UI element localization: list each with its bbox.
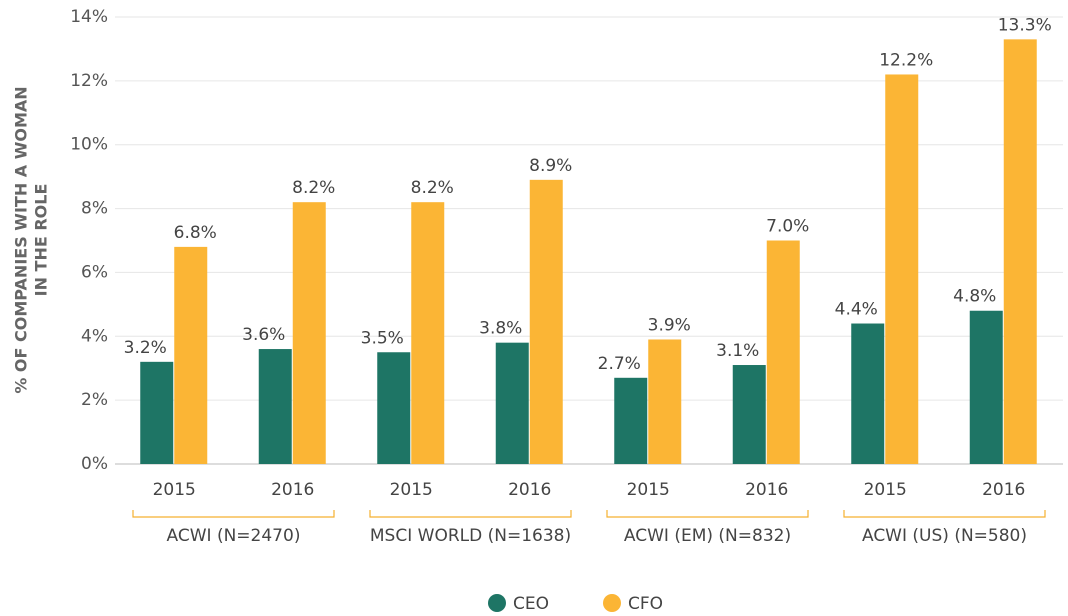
group-bracket <box>132 510 335 518</box>
bar <box>1003 39 1037 464</box>
bar <box>732 365 766 464</box>
legend-label: CEO <box>513 594 549 614</box>
bar <box>377 352 411 464</box>
group-label: ACWI (EM) (N=832) <box>624 526 791 546</box>
value-label: 8.9% <box>529 156 572 176</box>
y-tick-label: 4% <box>81 326 108 346</box>
x-tick-label: 2016 <box>745 480 788 500</box>
value-label: 7.0% <box>766 217 809 237</box>
y-tick-label: 10% <box>70 135 108 155</box>
bar <box>411 202 445 464</box>
x-tick-label: 2015 <box>627 480 670 500</box>
group-label: MSCI WORLD (N=1638) <box>370 526 571 546</box>
group-bracket <box>843 510 1046 518</box>
group-label: ACWI (N=2470) <box>167 526 301 546</box>
value-label: 3.8% <box>479 319 522 339</box>
bar <box>258 349 292 464</box>
bar <box>495 342 529 464</box>
x-tick-label: 2015 <box>390 480 433 500</box>
y-tick-label: 12% <box>70 71 108 91</box>
value-label: 3.5% <box>361 328 404 348</box>
y-tick-label: 0% <box>81 454 108 474</box>
legend-swatch <box>603 594 621 612</box>
bar <box>140 361 174 464</box>
value-label: 4.8% <box>953 287 996 307</box>
y-tick-label: 8% <box>81 199 108 219</box>
x-tick-label: 2015 <box>864 480 907 500</box>
legend-label: CFO <box>628 594 663 614</box>
bar <box>766 240 800 464</box>
bar <box>969 310 1003 464</box>
value-label: 8.2% <box>411 178 454 198</box>
value-label: 3.9% <box>648 315 691 335</box>
bar <box>648 339 682 464</box>
x-tick-label: 2016 <box>271 480 314 500</box>
y-tick-label: 14% <box>70 7 108 27</box>
value-label: 3.6% <box>242 325 285 345</box>
value-label: 3.1% <box>716 341 759 361</box>
value-label: 2.7% <box>598 354 641 374</box>
y-tick-label: 2% <box>81 390 108 410</box>
bar <box>851 323 885 464</box>
y-axis-label: % OF COMPANIES WITH A WOMAN <box>12 86 31 393</box>
x-tick-label: 2016 <box>982 480 1025 500</box>
group-bracket <box>606 510 809 518</box>
bar <box>885 74 919 464</box>
bar <box>614 377 648 464</box>
group-label: ACWI (US) (N=580) <box>862 526 1027 546</box>
bar <box>529 179 563 465</box>
y-tick-label: 6% <box>81 262 108 282</box>
legend-swatch <box>488 594 506 612</box>
y-axis-label: IN THE ROLE <box>32 184 51 297</box>
bar <box>174 246 208 464</box>
value-label: 6.8% <box>174 223 217 243</box>
value-label: 8.2% <box>292 178 335 198</box>
bar <box>292 202 326 464</box>
value-label: 13.3% <box>998 15 1052 35</box>
group-bracket <box>369 510 572 518</box>
value-label: 12.2% <box>879 50 933 70</box>
x-tick-label: 2016 <box>508 480 551 500</box>
value-label: 3.2% <box>124 338 167 358</box>
x-tick-label: 2015 <box>153 480 196 500</box>
value-label: 4.4% <box>835 300 878 320</box>
